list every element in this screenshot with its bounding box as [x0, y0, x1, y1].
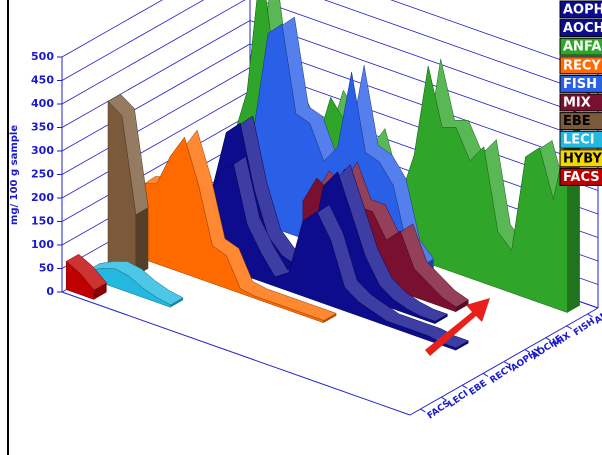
y-tick-label: 350 — [31, 121, 54, 134]
legend-label: FISH — [563, 77, 597, 92]
y-tick-label: 400 — [31, 97, 54, 110]
legend-swatch — [559, 56, 602, 75]
y-tick-label: 500 — [31, 50, 54, 63]
tick-mark — [420, 408, 426, 413]
grid-line — [323, 0, 599, 97]
legend-swatch — [559, 167, 602, 186]
grid-line — [390, 0, 599, 74]
legend-label: FACS — [563, 170, 600, 185]
legend-swatch — [559, 93, 602, 112]
y-tick-label: 250 — [31, 168, 54, 181]
legend-label: LECI — [563, 133, 595, 148]
arrow — [425, 298, 490, 356]
ribbon-front — [107, 100, 137, 277]
grid-line — [61, 0, 205, 81]
legend-swatch — [559, 74, 602, 93]
legend-swatch — [559, 19, 602, 38]
tick-mark — [503, 361, 510, 365]
legend-label: AOPHY — [563, 3, 602, 18]
legend-label: ANFA — [563, 40, 601, 55]
grid-line — [61, 114, 251, 222]
ribbon-side — [135, 207, 149, 276]
y-tick-label: 450 — [31, 74, 54, 87]
z-tick-label: EBE — [468, 379, 489, 398]
y-tick-label: 0 — [46, 285, 54, 298]
grid-line — [249, 20, 599, 144]
y-tick-label: 150 — [31, 215, 54, 228]
z-tick-label: MIX — [551, 331, 573, 350]
ribbon-side — [456, 340, 469, 351]
ribbon-side — [456, 299, 469, 312]
legend-label: AOCHE — [563, 21, 602, 36]
tick-mark — [524, 349, 531, 354]
tick-mark — [441, 396, 447, 401]
ribbon-front — [205, 163, 457, 351]
y-tick-label: 300 — [31, 144, 54, 157]
grid-line — [61, 20, 251, 128]
z-tick-label: ANFA — [593, 303, 602, 326]
y-tick-label: 100 — [31, 238, 54, 251]
y-tick-label: 50 — [39, 262, 55, 275]
grid-line — [257, 0, 599, 121]
legend-swatch — [559, 112, 602, 131]
legend-label: RECY — [563, 58, 601, 73]
legend-label: EBE — [563, 114, 591, 129]
ribbon-front — [128, 136, 324, 324]
tick-mark — [482, 372, 489, 377]
legend-swatch — [559, 37, 602, 56]
ribbon-side — [94, 282, 107, 300]
axis-line — [61, 291, 411, 416]
grid-line — [61, 67, 251, 175]
ribbon-front — [86, 268, 171, 308]
legend-label: MIX — [563, 96, 591, 111]
grid-line — [61, 90, 251, 199]
ribbon-front — [65, 260, 95, 300]
y-tick-label: 200 — [31, 191, 54, 204]
tick-mark — [461, 384, 468, 389]
tick-mark — [566, 325, 572, 330]
ribbon-side — [170, 297, 184, 308]
tick-mark — [545, 337, 552, 342]
legend-label: HYBY — [563, 151, 602, 166]
y-axis-label: mg/ 100 g sample — [9, 125, 20, 225]
grid-line — [61, 43, 251, 152]
ribbon-side — [435, 314, 448, 324]
legend-swatch — [559, 149, 602, 168]
grid-line — [61, 0, 163, 58]
legend-swatch — [559, 0, 602, 19]
legend-swatch — [559, 130, 602, 149]
tick-mark — [587, 313, 593, 318]
grid-line — [61, 0, 246, 105]
ribbon-side — [323, 313, 337, 323]
